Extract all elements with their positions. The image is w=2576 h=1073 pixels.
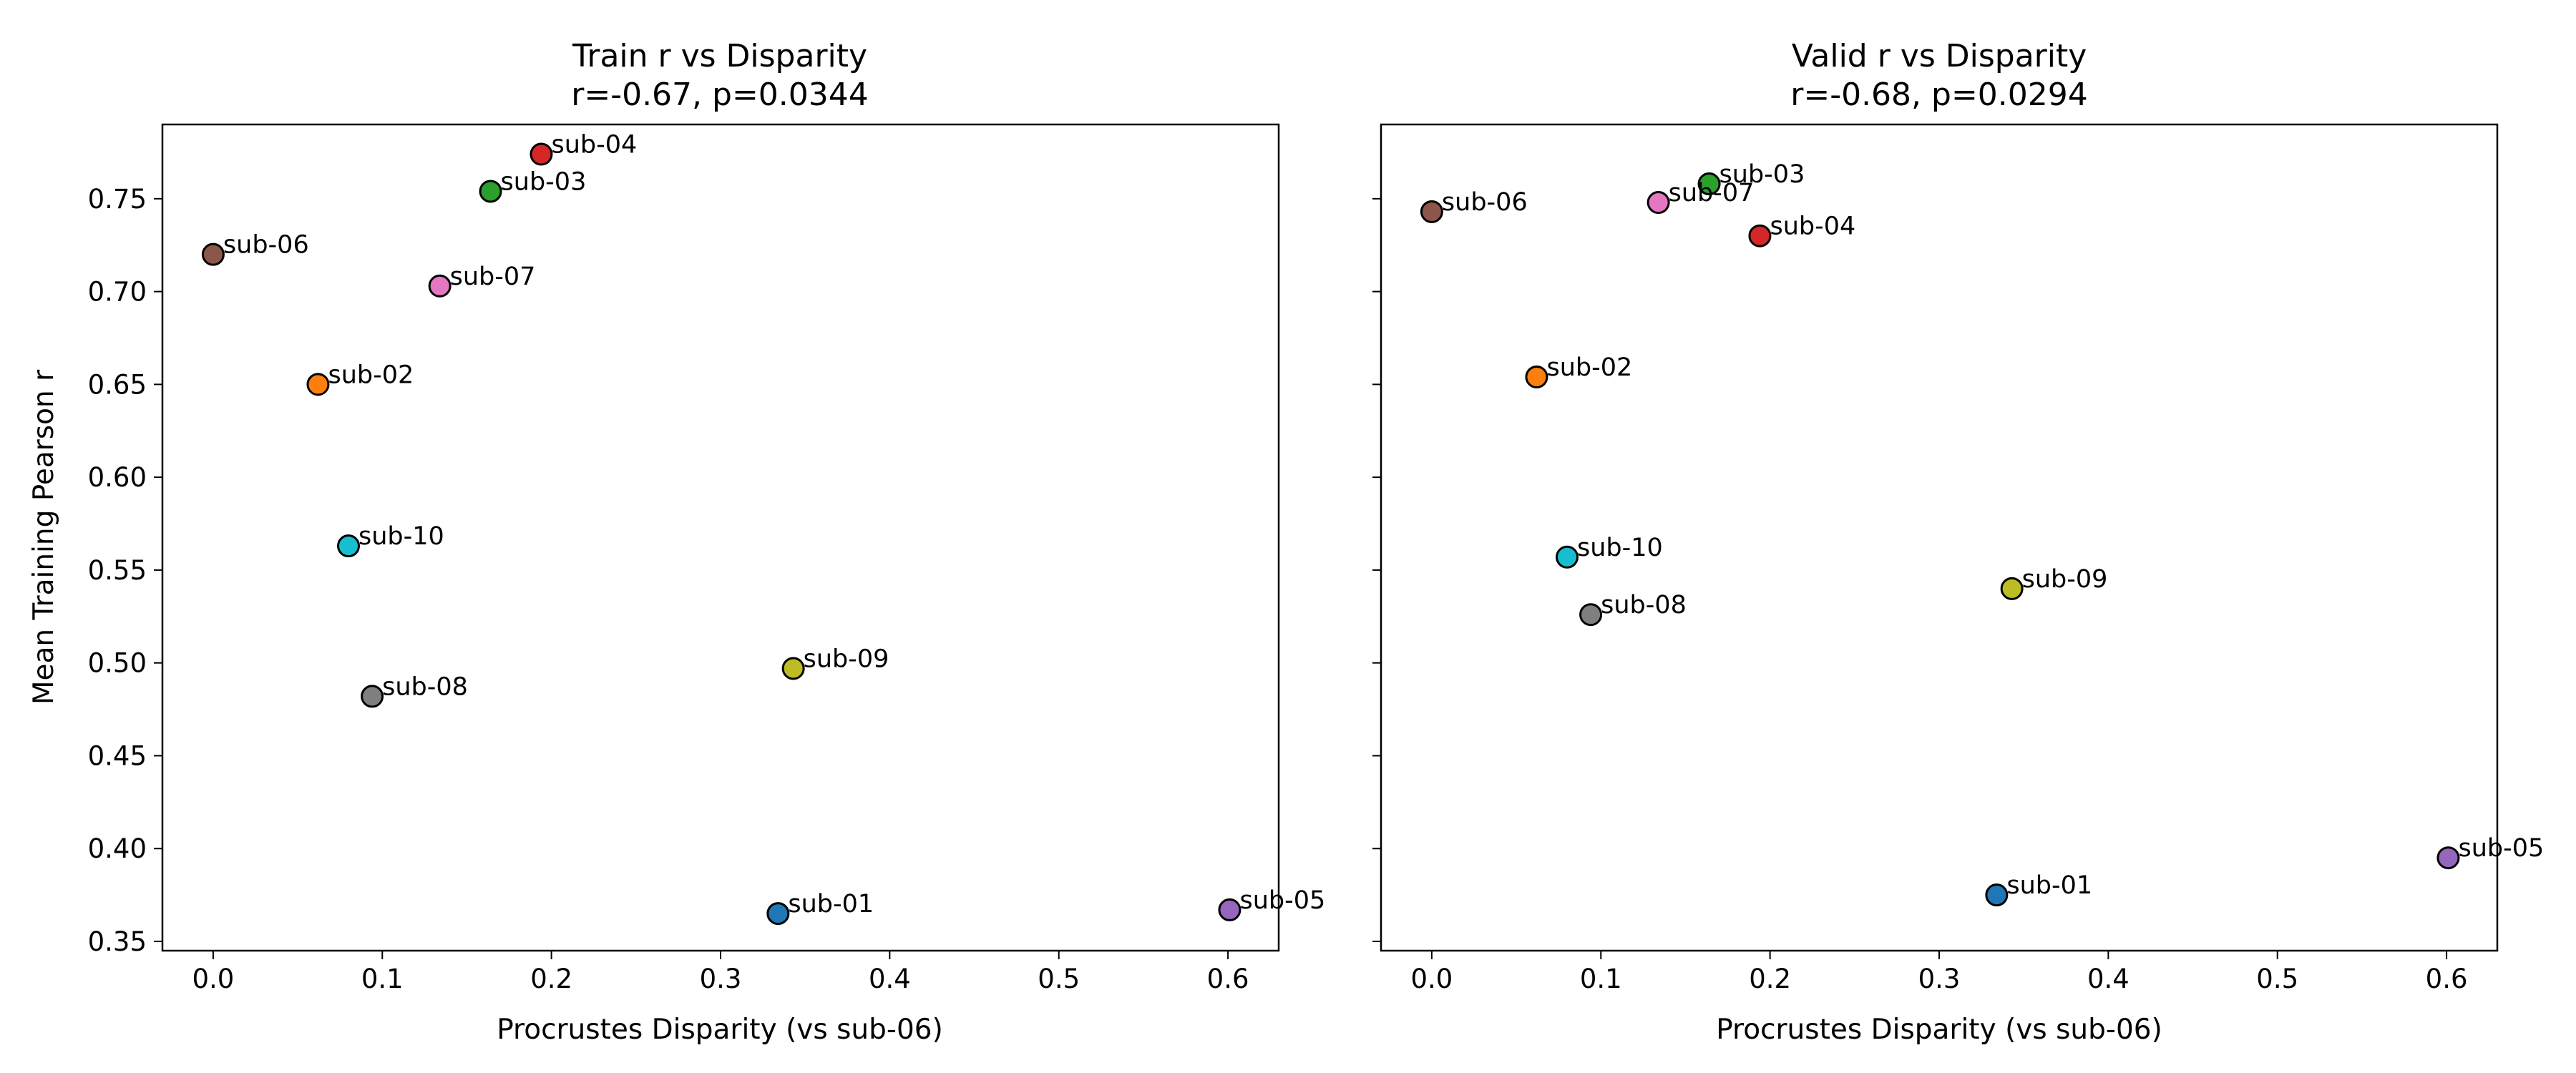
x-tick-label: 0.1 — [361, 964, 404, 994]
scatter-point-sub-10 — [337, 534, 360, 558]
scatter-point-sub-09 — [781, 657, 805, 680]
x-axis-label: Procrustes Disparity (vs sub-06) — [1716, 1014, 2162, 1046]
point-label: sub-01 — [788, 890, 874, 918]
point-label: sub-02 — [328, 361, 414, 389]
x-tick-label: 0.6 — [1207, 964, 1249, 994]
point-label: sub-03 — [1719, 160, 1805, 189]
y-tick-label: 0.45 — [88, 740, 147, 771]
x-tick-label: 0.5 — [1038, 964, 1080, 994]
point-label: sub-03 — [501, 167, 587, 196]
scatter-point-sub-05 — [2436, 846, 2460, 870]
x-tick-label: 0.5 — [2256, 964, 2298, 994]
y-tick-label: 0.60 — [88, 462, 147, 493]
y-tick-label: 0.50 — [88, 648, 147, 679]
x-tick-label: 0.0 — [192, 964, 234, 994]
x-tick-label: 0.3 — [700, 964, 742, 994]
x-tick-label: 0.4 — [869, 964, 911, 994]
chart-subtitle: r=-0.68, p=0.0294 — [1790, 77, 2088, 113]
point-label: sub-07 — [1669, 179, 1755, 207]
point-label: sub-05 — [1239, 886, 1325, 915]
point-label: sub-10 — [358, 522, 444, 551]
x-tick-label: 0.2 — [530, 964, 572, 994]
chart-title: Valid r vs Disparity — [1792, 38, 2087, 74]
point-label: sub-08 — [382, 672, 468, 701]
scatter-point-sub-01 — [766, 902, 790, 926]
scatter-point-sub-09 — [2000, 577, 2024, 600]
point-label: sub-02 — [1546, 353, 1632, 382]
chart-title: Train r vs Disparity — [572, 38, 867, 74]
plot-frame — [161, 123, 1280, 952]
point-label: sub-06 — [223, 231, 309, 260]
point-label: sub-04 — [551, 131, 637, 160]
x-axis: 0.0 0.1 0.2 0.3 0.4 0.5 0.6 — [192, 951, 1249, 994]
x-axis-label: Procrustes Disparity (vs sub-06) — [497, 1014, 943, 1046]
plot-frame — [1380, 123, 2499, 952]
scatter-point-sub-02 — [1525, 365, 1548, 388]
scatter-point-sub-07 — [428, 274, 452, 298]
y-tick-label: 0.55 — [88, 555, 147, 586]
scatter-point-sub-08 — [361, 685, 384, 708]
panel-train: Train r vs Disparity r=-0.67, p=0.0344 0… — [28, 38, 1325, 1046]
point-label: sub-01 — [2006, 871, 2092, 900]
y-tick-label: 0.75 — [88, 184, 147, 215]
scatter-points: sub-04 sub-03 sub-06 sub-07 sub-02 sub-10 sub-… — [201, 131, 1325, 926]
y-tick-label: 0.40 — [88, 833, 147, 864]
panel-valid: Valid r vs Disparity r=-0.68, p=0.0294 0… — [1372, 38, 2544, 1046]
point-label: sub-09 — [2022, 565, 2108, 594]
scatter-point-sub-05 — [1218, 898, 1241, 921]
scatter-point-sub-01 — [1985, 883, 2009, 907]
scatter-point-sub-04 — [530, 142, 553, 166]
scatter-point-sub-04 — [1748, 224, 1772, 248]
y-axis: 0.35 0.40 0.45 0.50 0.55 0.60 0.65 0.70 0.75 — [88, 184, 162, 957]
x-tick-label: 0.2 — [1749, 964, 1791, 994]
scatter-point-sub-03 — [1697, 172, 1721, 196]
x-tick-label: 0.1 — [1580, 964, 1622, 994]
scatter-point-sub-03 — [479, 180, 502, 203]
point-label: sub-07 — [450, 263, 536, 291]
y-axis-label: Mean Training Pearson r — [28, 369, 60, 705]
point-label: sub-04 — [1770, 212, 1855, 241]
scatter-point-sub-08 — [1579, 603, 1603, 627]
x-tick-label: 0.4 — [2087, 964, 2129, 994]
chart-subtitle: r=-0.67, p=0.0344 — [571, 77, 869, 113]
point-label: sub-08 — [1601, 591, 1687, 619]
scatter-point-sub-02 — [306, 373, 330, 396]
x-axis: 0.0 0.1 0.2 0.3 0.4 0.5 0.6 — [1410, 951, 2468, 994]
scatter-point-sub-07 — [1646, 191, 1670, 215]
point-label: sub-10 — [1577, 534, 1663, 562]
point-label: sub-06 — [1442, 188, 1528, 217]
x-tick-label: 0.0 — [1410, 964, 1453, 994]
point-label: sub-09 — [804, 645, 889, 673]
scatter-point-sub-06 — [201, 242, 225, 266]
y-tick-label: 0.65 — [88, 369, 147, 400]
y-tick-label: 0.70 — [88, 277, 147, 308]
x-tick-label: 0.6 — [2426, 964, 2468, 994]
x-tick-label: 0.3 — [1918, 964, 1961, 994]
y-axis — [1372, 197, 1381, 943]
scatter-point-sub-10 — [1556, 545, 1579, 569]
y-tick-label: 0.35 — [88, 926, 147, 957]
point-label: sub-05 — [2458, 834, 2544, 863]
scatter-point-sub-06 — [1420, 200, 1443, 223]
